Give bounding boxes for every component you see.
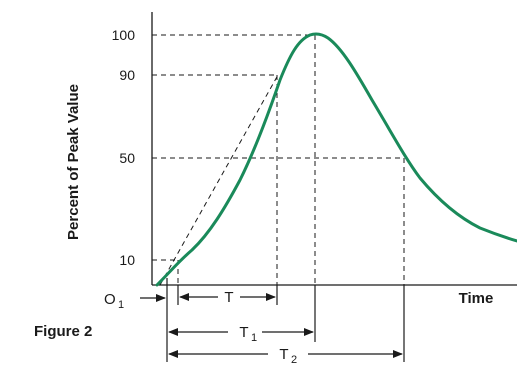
- dimension-t1-subscript: 1: [251, 332, 257, 344]
- y-tick-50: 50: [119, 150, 135, 166]
- waveform-curve: [155, 32, 517, 287]
- origin-label: O: [104, 291, 116, 308]
- y-tick-10: 10: [119, 252, 135, 268]
- dimension-t-label: T: [224, 289, 233, 306]
- virtual-front-line: [159, 74, 279, 286]
- y-axis-label: Percent of Peak Value: [65, 84, 82, 240]
- dimension-t2-subscript: 2: [291, 354, 297, 366]
- figure-caption: Figure 2: [34, 323, 92, 340]
- dimension-t1-label: T: [239, 324, 248, 341]
- y-tick-100: 100: [112, 27, 136, 43]
- x-axis-label: Time: [459, 290, 494, 307]
- dimension-t2-label: T: [279, 346, 288, 363]
- origin-subscript: 1: [118, 299, 124, 311]
- y-tick-90: 90: [119, 67, 135, 83]
